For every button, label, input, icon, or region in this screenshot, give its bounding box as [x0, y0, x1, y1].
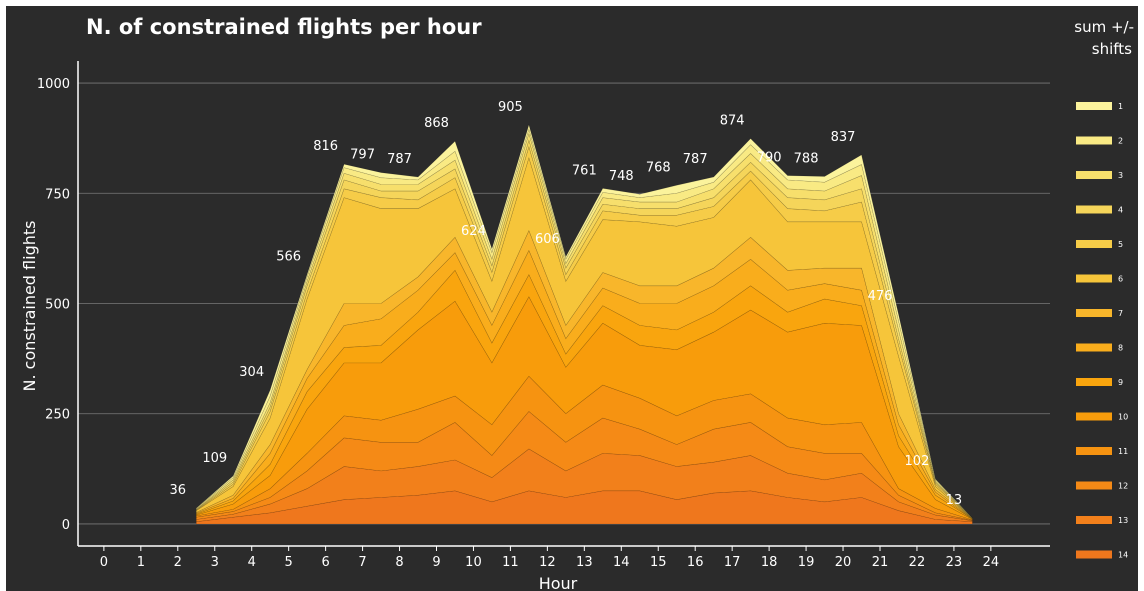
x-tick-label: 2: [174, 555, 182, 570]
x-tick-label: 14: [613, 555, 630, 570]
area-layer-3: [196, 132, 973, 519]
data-label: 102: [905, 454, 930, 469]
x-tick-label: 4: [248, 555, 256, 570]
legend-swatch: [1076, 550, 1112, 559]
data-label: 787: [387, 152, 412, 167]
legend-item-label: 13: [1118, 516, 1128, 525]
legend-title-line1: sum +/-: [1074, 18, 1134, 36]
legend-swatch: [1076, 171, 1112, 179]
x-tick-label: 6: [321, 555, 329, 570]
legend-swatch: [1076, 309, 1112, 317]
x-tick-label: 24: [983, 555, 1000, 570]
legend-swatch: [1076, 516, 1112, 524]
x-tick-labels: 0 1 2 3 4 5 6 7 8 9 10 11 12 13 14 15 16 17 18 19 20 21 22 23 24: [100, 546, 999, 570]
legend-swatch: [1076, 102, 1112, 110]
x-tick-label: 13: [576, 555, 593, 570]
x-tick-label: 7: [358, 555, 366, 570]
y-tick-labels: 0 250 500 750 1000: [37, 77, 70, 533]
legend-item-label: 12: [1118, 482, 1128, 491]
y-tick-label: 0: [62, 518, 70, 533]
data-label: 566: [276, 249, 301, 264]
legend-swatch: [1076, 240, 1112, 248]
legend-item-label: 2: [1118, 137, 1123, 146]
legend-item-label: 14: [1118, 551, 1128, 560]
data-label: 109: [202, 451, 227, 466]
legend-swatch: [1076, 343, 1112, 352]
legend-swatch: [1076, 412, 1112, 421]
legend-item-label: 3: [1118, 171, 1123, 180]
x-tick-label: 20: [835, 555, 852, 570]
data-label: 787: [683, 152, 708, 167]
legend-item-label: 9: [1118, 378, 1123, 387]
area-layer-14: [196, 490, 973, 525]
data-label: 797: [350, 148, 375, 163]
data-label: 748: [609, 169, 634, 184]
area-layer-2: [196, 128, 973, 519]
legend-swatch: [1076, 447, 1112, 455]
chart-title: N. of constrained flights per hour: [86, 15, 482, 39]
x-tick-label: 5: [285, 555, 293, 570]
data-label: 837: [831, 130, 856, 145]
legend-item-label: 5: [1118, 240, 1123, 249]
data-label: 624: [461, 224, 486, 239]
x-tick-label: 17: [724, 555, 741, 570]
data-label: 790: [757, 151, 782, 166]
x-tick-label: 16: [687, 555, 704, 570]
x-tick-label: 15: [650, 555, 667, 570]
x-tick-label: 9: [432, 555, 440, 570]
area-layer-6: [196, 156, 973, 519]
x-tick-label: 23: [946, 555, 963, 570]
data-label: 304: [239, 365, 264, 380]
y-axis-title: N. constrained flights: [20, 221, 39, 392]
data-label: 788: [794, 152, 819, 167]
y-tick-label: 250: [45, 408, 70, 423]
data-label: 816: [313, 139, 338, 154]
x-tick-label: 22: [909, 555, 926, 570]
x-tick-label: 18: [761, 555, 778, 570]
x-tick-label: 11: [502, 555, 519, 570]
legend-swatch: [1076, 205, 1112, 214]
x-axis-title: Hour: [539, 574, 578, 591]
legend-swatch: [1076, 274, 1112, 283]
y-tick-label: 500: [45, 298, 70, 313]
data-label: 606: [535, 232, 560, 247]
x-tick-label: 3: [211, 555, 219, 570]
legend-swatch: [1076, 481, 1112, 490]
legend-item-label: 10: [1118, 413, 1128, 422]
legend-swatch: [1076, 378, 1112, 386]
legend-item-label: 8: [1118, 344, 1123, 353]
x-tick-label: 19: [798, 555, 815, 570]
data-label: 13: [946, 493, 963, 508]
x-tick-label: 1: [137, 555, 145, 570]
data-label: 868: [424, 116, 449, 131]
x-tick-label: 8: [395, 555, 403, 570]
data-label: 905: [498, 100, 523, 115]
area-series: [196, 123, 973, 525]
x-tick-label: 12: [539, 555, 556, 570]
legend-title-line2: shifts: [1092, 40, 1132, 58]
x-tick-label: 10: [465, 555, 482, 570]
y-tick-label: 750: [45, 187, 70, 202]
data-label: 36: [170, 483, 187, 498]
legend-swatch: [1076, 136, 1112, 145]
data-label: 874: [720, 114, 745, 129]
y-tick-label: 1000: [37, 77, 70, 92]
data-label: 768: [646, 160, 671, 175]
legend-item-label: 1: [1118, 102, 1123, 111]
data-label: 476: [868, 289, 893, 304]
x-tick-label: 0: [100, 555, 108, 570]
data-label: 761: [572, 163, 597, 178]
legend-item-label: 6: [1118, 275, 1123, 284]
legend-item-label: 4: [1118, 206, 1123, 215]
axes: [77, 61, 1050, 547]
data-labels: 36 109 304 566 816 797 787 868 624 905 606 761 748 76…: [170, 100, 963, 508]
area-layer-1: [196, 123, 973, 519]
x-tick-label: 21: [872, 555, 889, 570]
legend-item-label: 11: [1118, 447, 1128, 456]
legend-item-label: 7: [1118, 309, 1123, 318]
